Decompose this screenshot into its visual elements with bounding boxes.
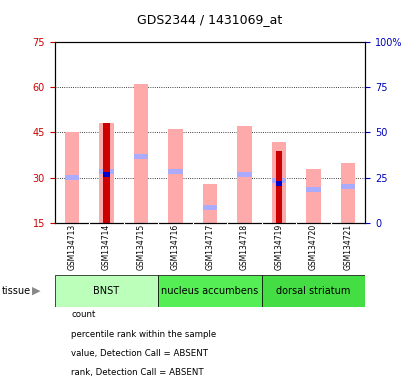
Text: percentile rank within the sample: percentile rank within the sample <box>71 329 217 339</box>
Text: nucleus accumbens: nucleus accumbens <box>161 286 259 296</box>
Bar <box>99 124 114 223</box>
Text: value, Detection Call = ABSENT: value, Detection Call = ABSENT <box>71 349 208 358</box>
Bar <box>341 162 355 223</box>
Text: GDS2344 / 1431069_at: GDS2344 / 1431069_at <box>137 13 283 26</box>
Bar <box>306 169 321 223</box>
Text: tissue: tissue <box>2 286 31 296</box>
Bar <box>168 129 183 223</box>
Bar <box>341 184 355 189</box>
Bar <box>203 205 217 210</box>
Bar <box>272 178 286 183</box>
Text: dorsal striatum: dorsal striatum <box>276 286 351 296</box>
Bar <box>168 169 183 174</box>
Bar <box>276 181 282 186</box>
Bar <box>272 142 286 223</box>
Bar <box>237 126 252 223</box>
Text: count: count <box>71 310 96 319</box>
Bar <box>103 172 110 177</box>
Bar <box>99 169 114 174</box>
Text: ▶: ▶ <box>32 286 40 296</box>
Bar <box>237 172 252 177</box>
Bar <box>65 132 79 223</box>
Bar <box>134 84 148 223</box>
Bar <box>276 151 282 223</box>
Bar <box>158 275 262 307</box>
Text: BNST: BNST <box>93 286 119 296</box>
Text: rank, Detection Call = ABSENT: rank, Detection Call = ABSENT <box>71 368 204 377</box>
Bar <box>262 275 365 307</box>
Bar <box>134 154 148 159</box>
Bar <box>203 184 217 223</box>
Bar <box>306 187 321 192</box>
Bar <box>65 175 79 180</box>
Bar <box>103 124 110 223</box>
Bar <box>55 275 158 307</box>
